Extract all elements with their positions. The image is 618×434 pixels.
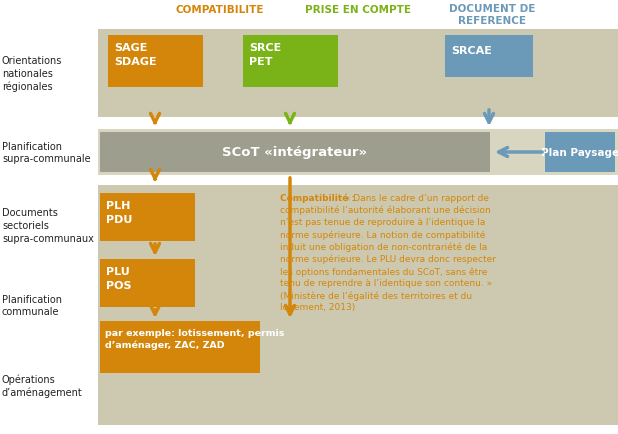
Text: compatibilité l’autorité élaborant une décision
n’est pas tenue de reproduire à : compatibilité l’autorité élaborant une d…	[280, 206, 496, 312]
Text: Planification
supra-communale: Planification supra-communale	[2, 141, 91, 164]
Text: Planification
communale: Planification communale	[2, 294, 62, 317]
Text: SRCE
PET: SRCE PET	[249, 43, 281, 66]
Text: DOCUMENT DE
REFERENCE: DOCUMENT DE REFERENCE	[449, 4, 535, 26]
Text: PLH
PDU: PLH PDU	[106, 201, 132, 224]
Bar	[100, 321, 260, 373]
Text: Orientations
nationales
régionales: Orientations nationales régionales	[2, 56, 62, 92]
Bar	[108, 36, 203, 88]
Text: par exemple: lotissement, permis
d’aménager, ZAC, ZAD: par exemple: lotissement, permis d’aména…	[105, 328, 284, 349]
Text: PRISE EN COMPTE: PRISE EN COMPTE	[305, 5, 411, 15]
Bar	[98, 30, 618, 118]
Bar	[98, 186, 618, 425]
Text: PLU
POS: PLU POS	[106, 266, 132, 290]
Text: Opérations
d’aménagement: Opérations d’aménagement	[2, 373, 83, 397]
Text: SAGE
SDAGE: SAGE SDAGE	[114, 43, 156, 66]
Text: SCoT «intégrateur»: SCoT «intégrateur»	[222, 146, 368, 159]
Bar	[100, 194, 195, 241]
Text: « Dans le cadre d’un rapport de: « Dans le cadre d’un rapport de	[342, 194, 489, 203]
Text: Documents
sectoriels
supra-communaux: Documents sectoriels supra-communaux	[2, 208, 94, 243]
Bar	[545, 133, 615, 173]
Bar	[100, 133, 490, 173]
Text: Compatibilité :: Compatibilité :	[280, 194, 355, 203]
Text: COMPATIBILITE: COMPATIBILITE	[176, 5, 265, 15]
Text: Plan Paysage: Plan Paysage	[541, 148, 618, 158]
Bar	[445, 36, 533, 78]
Bar	[98, 130, 618, 176]
Bar	[243, 36, 338, 88]
Text: SRCAE: SRCAE	[451, 46, 492, 56]
Bar	[100, 260, 195, 307]
